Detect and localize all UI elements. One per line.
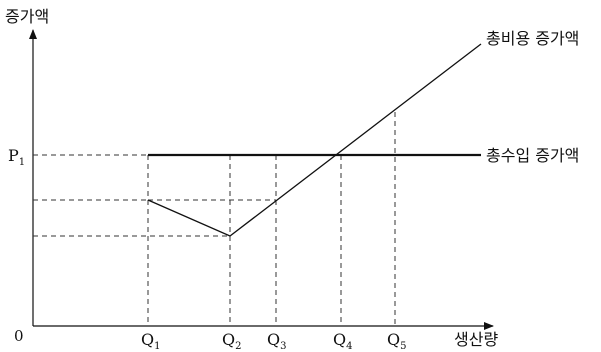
total-cost-label: 총비용 증가액	[486, 29, 579, 48]
x-axis-label: 생산량	[454, 330, 498, 349]
dashed-guides	[33, 112, 396, 326]
y-axis-label: 증가액	[5, 7, 49, 26]
total-cost-curve	[147, 43, 482, 237]
q1-label: Q1	[141, 330, 161, 352]
q3-label: Q3	[267, 330, 287, 352]
p1-label: P1	[8, 146, 25, 168]
q4-label: Q4	[333, 330, 353, 352]
origin-label: 0	[14, 327, 24, 345]
q5-label: Q5	[387, 330, 407, 352]
total-revenue-label: 총수입 증가액	[486, 146, 579, 165]
q2-label: Q2	[222, 330, 242, 352]
